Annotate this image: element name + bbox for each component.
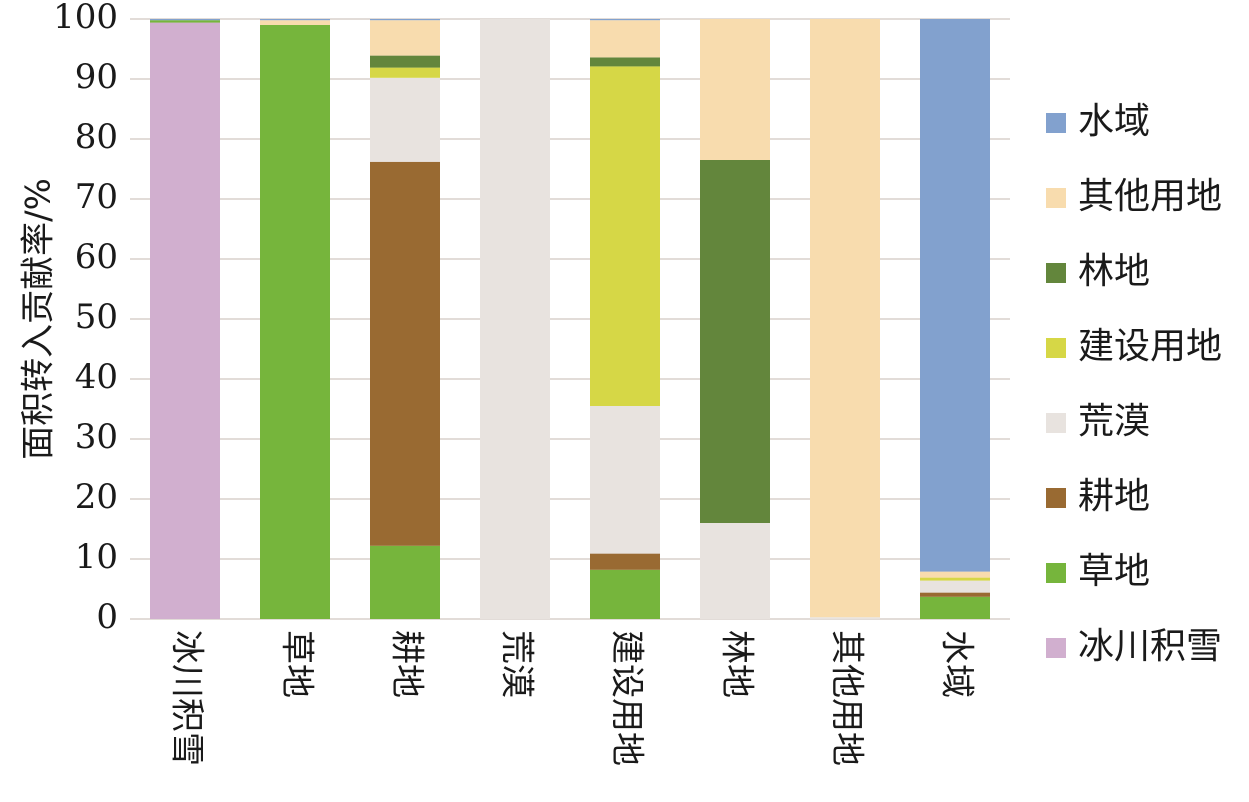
legend-swatch (1046, 488, 1066, 508)
y-tick-label: 90 (75, 57, 118, 97)
x-category-label: 林地 (717, 630, 757, 698)
legend-label: 荒漠 (1078, 401, 1150, 442)
x-category-label: 冰川积雪 (167, 630, 207, 766)
y-tick-label: 20 (75, 477, 118, 517)
bar-segment (370, 19, 440, 21)
legend-label: 建设用地 (1078, 326, 1222, 367)
bar-segment (590, 57, 660, 67)
x-category-label: 耕地 (387, 630, 427, 698)
y-tick-label: 100 (53, 0, 118, 37)
legend-swatch (1046, 563, 1066, 583)
bar-segment (920, 571, 990, 578)
bar-segment (810, 617, 880, 619)
x-category-label: 草地 (277, 630, 317, 698)
bar-segment (260, 19, 330, 21)
bar-segment (150, 22, 220, 620)
bar-segment (920, 592, 990, 597)
y-tick-label: 80 (75, 117, 118, 157)
bar-segment (590, 20, 660, 58)
bar-segment (480, 19, 550, 619)
legend-label: 林地 (1078, 251, 1150, 292)
bar-segment (370, 67, 440, 78)
legend-label: 其他用地 (1078, 176, 1222, 217)
bar-segment (370, 55, 440, 68)
y-tick-label: 10 (75, 537, 118, 577)
bar-segment (590, 66, 660, 407)
legend-swatch (1046, 338, 1066, 358)
x-category-label: 荒漠 (497, 630, 537, 698)
y-tick-label: 50 (75, 297, 118, 337)
legend-label: 草地 (1078, 551, 1150, 592)
legend-swatch (1046, 113, 1066, 133)
legend-swatch (1046, 188, 1066, 208)
y-tick-label: 70 (75, 177, 118, 217)
bar-segment (370, 161, 440, 546)
y-tick-label: 0 (96, 597, 118, 637)
bar-segment (370, 20, 440, 56)
bars (150, 19, 990, 620)
x-category-label: 建设用地 (607, 630, 647, 766)
bar-segment (700, 523, 770, 619)
bar-segment (700, 160, 770, 523)
legend-swatch (1046, 413, 1066, 433)
bar-segment (260, 20, 330, 25)
bar-segment (590, 19, 660, 21)
y-axis-title: 面积转入贡献率/% (19, 178, 59, 460)
legend-label: 冰川积雪 (1078, 626, 1222, 667)
legend-label: 耕地 (1078, 476, 1150, 517)
y-tick-label: 30 (75, 417, 118, 457)
legend-label: 水域 (1078, 101, 1150, 142)
bar-segment (260, 25, 330, 619)
bar-segment (920, 580, 990, 593)
bar-segment (920, 19, 990, 572)
bar-segment (150, 20, 220, 23)
bar-segment (810, 19, 880, 618)
x-category-label: 其他用地 (827, 630, 867, 766)
x-category-label: 水域 (937, 630, 977, 698)
y-tick-label: 40 (75, 357, 118, 397)
legend-swatch (1046, 263, 1066, 283)
bar-segment (700, 19, 770, 160)
bar-segment (370, 545, 440, 619)
legend-swatch (1046, 638, 1066, 658)
y-tick-labels: 0 10 20 30 40 50 60 70 80 90 100 (53, 0, 118, 637)
y-tick-label: 60 (75, 237, 118, 277)
bar-segment (920, 596, 990, 619)
bar-segment (920, 577, 990, 581)
bar-segment (150, 19, 220, 21)
bar-segment (590, 553, 660, 570)
x-category-labels: 冰川积雪 草地 耕地 荒漠 建设用地 林地 其他用地 水域 (167, 630, 977, 766)
bar-segment (370, 77, 440, 162)
bar-segment (590, 406, 660, 554)
bar-segment (590, 569, 660, 619)
